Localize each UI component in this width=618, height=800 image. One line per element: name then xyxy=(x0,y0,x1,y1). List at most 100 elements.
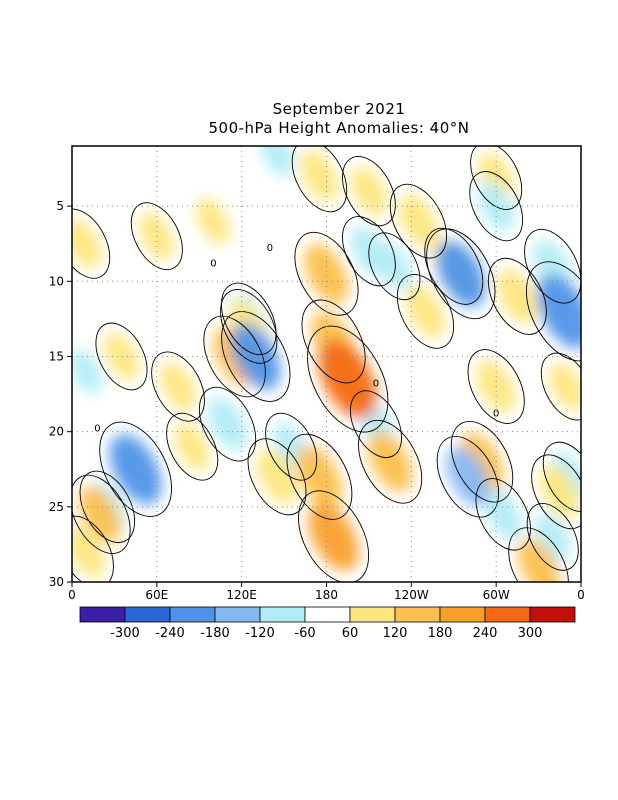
zero-contour-line xyxy=(342,216,396,287)
colorbar-label: -240 xyxy=(155,626,185,641)
y-tick-label: 5 xyxy=(56,199,64,213)
zero-contour-line xyxy=(265,412,318,481)
positive-anomaly-region xyxy=(350,166,388,216)
positive-anomaly-region xyxy=(196,198,231,245)
zero-contour-line xyxy=(221,282,277,356)
zero-contour-line xyxy=(301,299,366,384)
colorbar-label: -180 xyxy=(200,626,230,641)
zero-contour-line xyxy=(203,315,266,398)
x-tick-label: 120E xyxy=(226,588,257,602)
zero-contour-line xyxy=(95,322,148,391)
zero-contour-line xyxy=(220,289,278,364)
plot-area: 0 0 0 0 0 xyxy=(72,146,581,582)
x-tick-label: 120W xyxy=(394,588,429,602)
zero-contour-line xyxy=(525,261,581,362)
contour-label: 0 xyxy=(210,258,216,269)
zero-contour-line xyxy=(79,470,136,543)
contour-label: 0 xyxy=(267,243,273,254)
positive-anomaly-region xyxy=(174,422,210,471)
colorbar-label: 180 xyxy=(428,626,453,641)
zero-contour-line xyxy=(470,146,523,210)
positive-anomaly-region xyxy=(304,243,349,305)
zero-contour-line xyxy=(467,349,525,424)
colorbar-swatch xyxy=(79,606,126,623)
negative-anomaly-region xyxy=(207,397,248,451)
x-tick-label: 60W xyxy=(483,588,510,602)
zero-contour-line xyxy=(221,311,291,402)
colorbar-label: -60 xyxy=(294,626,315,641)
y-tick-label: 25 xyxy=(49,500,64,514)
negative-anomaly-region xyxy=(446,447,490,507)
colorbar-swatch xyxy=(169,606,216,623)
y-tick-label: 15 xyxy=(49,349,64,363)
colorbar-label: -120 xyxy=(245,626,275,641)
positive-anomaly-region xyxy=(405,284,446,339)
colorbar-swatch xyxy=(259,606,306,623)
chart-subtitle: 500-hPa Height Anomalies: 40°N xyxy=(208,119,470,137)
colorbar-label: 120 xyxy=(383,626,408,641)
zero-contour-line xyxy=(368,232,421,301)
zero-contour-line xyxy=(436,436,500,518)
colorbar: -300 -240 -180 -120 -60 60 120 180 240 300 xyxy=(79,606,576,641)
contour-label: 0 xyxy=(493,409,499,420)
x-tick-label: 0 xyxy=(68,588,76,602)
zero-contour-line xyxy=(349,390,402,458)
positive-anomaly-region xyxy=(318,339,377,419)
positive-anomaly-region xyxy=(72,218,102,269)
negative-anomaly-region xyxy=(109,434,162,505)
zero-contour-line xyxy=(526,503,579,571)
zero-contour-line xyxy=(294,231,359,316)
negative-anomaly-region xyxy=(436,240,486,307)
positive-anomaly-region xyxy=(296,445,343,509)
zero-contour-line xyxy=(298,490,370,582)
zero-contour-line xyxy=(540,352,581,421)
colorbar-swatch xyxy=(529,606,576,623)
zero-contour-line xyxy=(524,228,581,304)
colorbar-label: -300 xyxy=(110,626,140,641)
x-tick-label: 0 xyxy=(577,588,585,602)
contour-label: 0 xyxy=(94,424,100,435)
zero-contour-line xyxy=(469,171,524,242)
colorbar-label: 60 xyxy=(342,626,359,641)
zero-contour-line xyxy=(475,478,531,551)
zero-contour-line xyxy=(286,433,353,520)
positive-anomaly-region xyxy=(72,526,106,578)
zero-contour-line xyxy=(508,527,569,582)
zero-contour-line xyxy=(198,386,257,462)
positive-anomaly-region xyxy=(79,485,122,543)
positive-anomaly-region xyxy=(497,268,538,324)
colorbar-swatch xyxy=(484,606,531,623)
zero-contour-line xyxy=(72,208,111,279)
zero-contour-line xyxy=(389,183,447,259)
zero-contour-line xyxy=(342,156,396,227)
y-tick-label: 10 xyxy=(49,274,64,288)
colorbar-swatch xyxy=(349,606,396,623)
zero-contour-line xyxy=(450,420,514,503)
chart-title: September 2021 xyxy=(272,100,406,118)
contour-label: 0 xyxy=(373,379,379,390)
colorbar-swatch xyxy=(304,606,351,623)
zero-contour-line xyxy=(130,202,183,271)
zero-contour-line xyxy=(424,227,484,305)
zero-contour-line xyxy=(307,325,389,433)
zero-contour-line xyxy=(291,146,348,213)
y-tick-label: 30 xyxy=(49,575,64,589)
zero-contour-line xyxy=(99,421,172,517)
positive-anomaly-region xyxy=(398,194,439,248)
positive-anomaly-region xyxy=(367,431,413,493)
zero-contour-line xyxy=(542,441,581,512)
y-tick-label: 20 xyxy=(49,425,64,439)
colorbar-swatch xyxy=(394,606,441,623)
zero-contour-line xyxy=(487,257,547,335)
zero-contour-line xyxy=(166,412,219,481)
colorbar-swatch xyxy=(439,606,486,623)
colorbar-label: 240 xyxy=(473,626,498,641)
colorbar-label: 300 xyxy=(518,626,543,641)
axes: 0 60E 120E 180 120W 60W 0 5 10 15 20 25 30 xyxy=(49,145,585,602)
zero-contour-line xyxy=(247,438,307,516)
positive-anomaly-region xyxy=(159,361,197,412)
x-tick-label: 180 xyxy=(315,588,338,602)
zero-contour-line xyxy=(426,228,496,320)
negative-anomaly-region xyxy=(484,488,523,541)
